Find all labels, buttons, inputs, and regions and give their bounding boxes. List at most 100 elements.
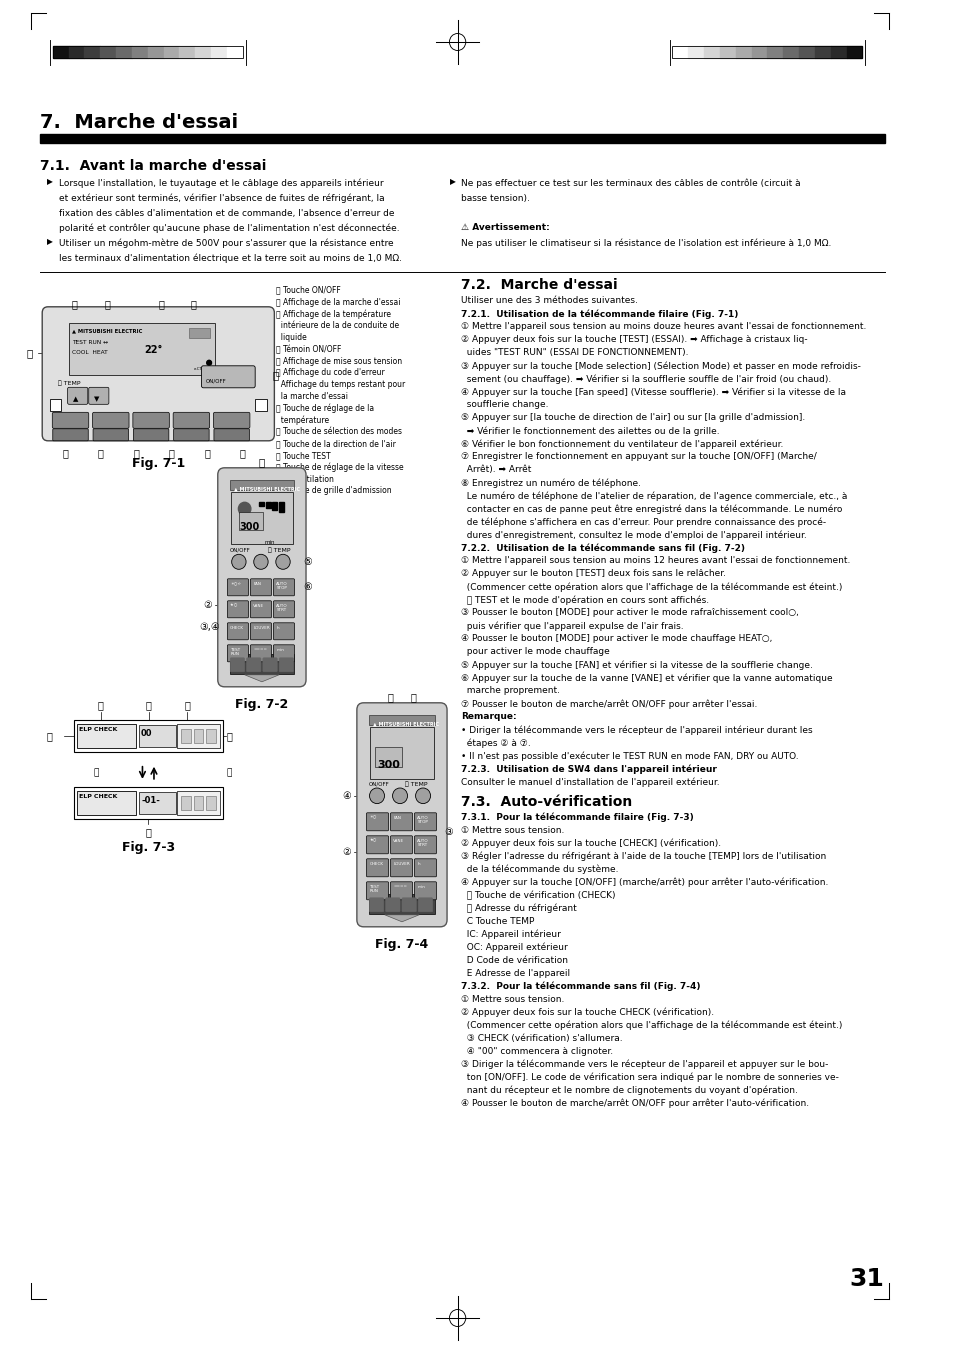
Text: 300: 300 [376, 759, 399, 770]
FancyBboxPatch shape [173, 428, 209, 440]
Text: ③: ③ [444, 827, 453, 836]
Circle shape [416, 788, 430, 804]
Text: Ⓒ Affichage de la température: Ⓒ Affichage de la température [276, 309, 391, 319]
Text: h: h [416, 862, 419, 866]
Text: ⓐ TEST et le mode d'opération en cours sont affichés.: ⓐ TEST et le mode d'opération en cours s… [461, 596, 709, 605]
Text: 7.1.  Avant la marche d'essai: 7.1. Avant la marche d'essai [40, 159, 267, 173]
Text: ③ Appuyer sur la touche [Mode selection] (Sélection Mode) et passer en mode refr: ③ Appuyer sur la touche [Mode selection]… [461, 361, 861, 370]
Circle shape [253, 554, 268, 569]
Text: 7.  Marche d'essai: 7. Marche d'essai [40, 113, 238, 132]
Text: température: température [276, 416, 329, 426]
Circle shape [392, 788, 407, 804]
FancyBboxPatch shape [132, 412, 169, 428]
Text: Ⓔ: Ⓔ [145, 827, 151, 836]
Text: min: min [416, 885, 425, 889]
Bar [688, 46, 703, 58]
FancyBboxPatch shape [263, 658, 277, 671]
Text: Ⓑ: Ⓑ [410, 692, 416, 701]
Bar [266, 501, 271, 508]
Bar [163, 46, 179, 58]
Text: Ⓞ Touche de grille d'admission: Ⓞ Touche de grille d'admission [276, 486, 392, 496]
Text: ⑤: ⑤ [303, 557, 312, 567]
Text: ▶: ▶ [47, 236, 52, 246]
Text: nant du récepteur et le nombre de clignotements du voyant d'opération.: nant du récepteur et le nombre de cligno… [461, 1086, 798, 1096]
Text: AUTO
STRT: AUTO STRT [276, 604, 288, 612]
Text: ☀○: ☀○ [369, 816, 376, 820]
Text: Ⓝ Touche de réglage de la vitesse: Ⓝ Touche de réglage de la vitesse [276, 463, 403, 473]
FancyBboxPatch shape [42, 307, 274, 440]
Text: dures d'enregistrement, consultez le mode d'emploi de l'appareil intérieur.: dures d'enregistrement, consultez le mod… [461, 531, 806, 540]
FancyBboxPatch shape [217, 467, 306, 686]
FancyBboxPatch shape [250, 623, 272, 640]
FancyBboxPatch shape [401, 898, 416, 912]
Text: Fig. 7-4: Fig. 7-4 [375, 938, 428, 951]
Bar [100, 46, 116, 58]
Text: ELP CHECK: ELP CHECK [78, 794, 117, 798]
Circle shape [232, 554, 246, 569]
Bar [132, 46, 148, 58]
Text: 7.2.1.  Utilisation de la télécommande filaire (Fig. 7-1): 7.2.1. Utilisation de la télécommande fi… [461, 309, 738, 319]
Bar [375, 747, 401, 767]
Text: Ⓘ Touche de la direction de l'air: Ⓘ Touche de la direction de l'air [276, 439, 395, 449]
Text: liquide: liquide [276, 332, 307, 342]
Text: ② Appuyer deux fois sur la touche [CHECK] (vérification).: ② Appuyer deux fois sur la touche [CHECK… [461, 839, 720, 848]
Text: Ⓑ Affichage de la marche d'essai: Ⓑ Affichage de la marche d'essai [276, 297, 400, 307]
FancyBboxPatch shape [89, 388, 109, 404]
Text: ① Mettre l'appareil sous tension au moins 12 heures avant l'essai de fonctionnem: ① Mettre l'appareil sous tension au moin… [461, 557, 850, 565]
FancyBboxPatch shape [68, 388, 88, 404]
Text: fixation des câbles d'alimentation et de commande, l'absence d'erreur de: fixation des câbles d'alimentation et de… [58, 208, 394, 218]
Text: ON/OFF: ON/OFF [230, 547, 251, 553]
Bar [254, 399, 267, 411]
Bar [84, 46, 100, 58]
Text: ③ Régler l'adresse du réfrigérant à l'aide de la touche [TEMP] lors de l'utilisa: ③ Régler l'adresse du réfrigérant à l'ai… [461, 851, 826, 862]
Bar [259, 501, 264, 505]
Text: Ⓕ Affichage du code d'erreur: Ⓕ Affichage du code d'erreur [276, 369, 385, 377]
Text: sement (ou chauffage). ➡ Vérifier si la soufflerie souffle de l'air froid (ou ch: sement (ou chauffage). ➡ Vérifier si la … [461, 374, 831, 384]
FancyBboxPatch shape [356, 703, 447, 927]
Text: • Il n'est pas possible d'exécuter le TEST RUN en mode FAN, DRY ou AUTO.: • Il n'est pas possible d'exécuter le TE… [461, 751, 799, 761]
Bar [735, 46, 751, 58]
Text: 300: 300 [239, 521, 260, 532]
FancyBboxPatch shape [414, 859, 436, 877]
Text: Ⓘ: Ⓘ [158, 299, 164, 309]
Text: 7.2.3.  Utilisation de SW4 dans l'appareil intérieur: 7.2.3. Utilisation de SW4 dans l'apparei… [461, 765, 717, 774]
Text: ④ Appuyer sur la touche [ON/OFF] (marche/arrêt) pour arrêter l'auto-vérification: ④ Appuyer sur la touche [ON/OFF] (marche… [461, 878, 828, 888]
Text: 7.3.  Auto-vérification: 7.3. Auto-vérification [461, 796, 632, 809]
Bar [179, 46, 195, 58]
Text: Ⓑ TEMP: Ⓑ TEMP [404, 782, 427, 788]
Text: Ⓐ: Ⓐ [226, 731, 232, 740]
Text: Ⓐ Touche ON/OFF: Ⓐ Touche ON/OFF [276, 286, 340, 295]
Text: Ⓢ TEMP: Ⓢ TEMP [57, 381, 80, 386]
Bar [782, 46, 799, 58]
Text: ⑦ Pousser le bouton de marche/arrêt ON/OFF pour arrêter l'essai.: ⑦ Pousser le bouton de marche/arrêt ON/O… [461, 700, 757, 709]
Bar [211, 46, 227, 58]
Bar [273, 501, 277, 509]
Text: IC: Appareil intérieur: IC: Appareil intérieur [461, 929, 560, 939]
Text: Ⓐ: Ⓐ [273, 370, 278, 380]
Text: Ⓔ Affichage de mise sous tension: Ⓔ Affichage de mise sous tension [276, 357, 402, 366]
Text: ▼: ▼ [94, 396, 99, 401]
Text: Ⓑ Touche de vérification (CHECK): Ⓑ Touche de vérification (CHECK) [461, 890, 616, 900]
Text: Ⓓ Témoin ON/OFF: Ⓓ Témoin ON/OFF [276, 345, 341, 354]
FancyBboxPatch shape [250, 601, 272, 617]
Text: ⑥ Appuyer sur la touche de la vanne [VANE] et vérifier que la vanne automatique: ⑥ Appuyer sur la touche de la vanne [VAN… [461, 673, 832, 682]
Text: ▲ MITSUBISHI ELECTRIC: ▲ MITSUBISHI ELECTRIC [71, 328, 142, 334]
FancyBboxPatch shape [390, 813, 412, 831]
Bar [181, 796, 191, 809]
Bar [238, 512, 263, 530]
Text: ②: ② [342, 847, 351, 857]
Text: Utiliser une des 3 méthodes suivantes.: Utiliser une des 3 méthodes suivantes. [461, 296, 638, 305]
Text: ④ Pousser le bouton de marche/arrêt ON/OFF pour arrêter l'auto-vérification.: ④ Pousser le bouton de marche/arrêt ON/O… [461, 1098, 809, 1108]
Text: ☀○☆: ☀○☆ [230, 582, 241, 586]
FancyBboxPatch shape [274, 623, 294, 640]
Text: ② Appuyer sur le bouton [TEST] deux fois sans le relâcher.: ② Appuyer sur le bouton [TEST] deux fois… [461, 569, 725, 578]
Text: ③,④: ③,④ [199, 621, 220, 632]
Text: AUTO
STRT: AUTO STRT [416, 839, 429, 847]
FancyBboxPatch shape [227, 644, 248, 662]
FancyBboxPatch shape [230, 658, 244, 671]
Bar [177, 724, 219, 748]
Bar [189, 328, 210, 338]
Bar [369, 894, 435, 913]
Text: ⚠ Avertissement:: ⚠ Avertissement: [461, 223, 550, 232]
Text: ▲ MITSUBISHI ELECTRIC: ▲ MITSUBISHI ELECTRIC [233, 486, 300, 492]
